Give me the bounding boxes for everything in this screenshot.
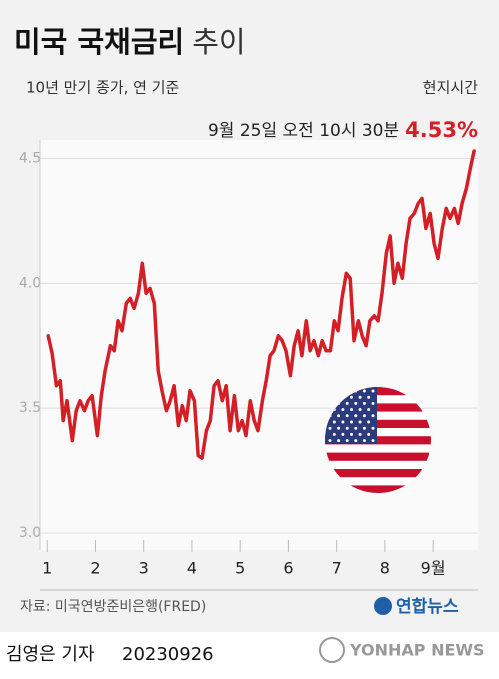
star <box>358 432 362 436</box>
x-tick-label: 2 <box>90 559 100 578</box>
plot: 3.0 3.5 4.0 4.5 1 2 3 4 5 6 7 8 9월 <box>19 140 478 578</box>
star <box>345 414 349 418</box>
footer-bg <box>0 632 499 679</box>
star <box>367 395 371 399</box>
star <box>367 408 371 412</box>
x-tick-label: 1 <box>42 559 52 578</box>
x-tick-label: 3 <box>139 559 149 578</box>
x-tick-label: 4 <box>187 559 197 578</box>
star <box>367 420 371 424</box>
star <box>362 389 366 393</box>
star <box>371 401 375 405</box>
star <box>362 439 366 443</box>
star <box>345 439 349 443</box>
y-tick-label: 3.0 <box>19 525 41 541</box>
y-tick-label: 3.5 <box>19 400 41 416</box>
annotation-text: 9월 25일 오전 10시 30분 <box>208 121 399 141</box>
star <box>358 408 362 412</box>
date: 20230926 <box>122 644 214 665</box>
star <box>332 432 336 436</box>
star <box>354 414 358 418</box>
star <box>345 426 349 430</box>
star <box>358 395 362 399</box>
reporter: 김영은 기자 <box>6 644 95 665</box>
star <box>362 414 366 418</box>
y-tick-label: 4.5 <box>19 150 41 166</box>
star <box>371 426 375 430</box>
x-tick-label: 7 <box>332 559 342 578</box>
star <box>350 432 353 436</box>
star <box>341 408 345 412</box>
title-suffix: 추이 <box>192 25 245 59</box>
star <box>350 395 353 399</box>
star <box>371 389 375 393</box>
star <box>350 408 353 412</box>
us-flag <box>325 387 431 493</box>
star <box>367 432 371 436</box>
star <box>354 439 358 443</box>
yield-line <box>46 149 476 460</box>
star <box>345 401 349 405</box>
star <box>371 414 375 418</box>
x-tick-label: 8 <box>380 559 390 578</box>
title-main: 미국 국채금리 <box>14 25 184 59</box>
star <box>354 401 358 405</box>
agency-icon <box>319 637 345 663</box>
star <box>358 420 362 424</box>
star <box>341 420 345 424</box>
star <box>362 426 366 430</box>
x-tick-label: 9월 <box>421 559 446 578</box>
y-tick-label: 4.0 <box>19 275 41 291</box>
star <box>337 439 341 443</box>
annotation: 9월 25일 오전 10시 30분 4.53% <box>208 118 478 142</box>
star <box>362 401 366 405</box>
subtitle: 10년 만기 종가, 연 기준 <box>26 79 180 97</box>
star <box>337 414 341 418</box>
source: 자료: 미국연방준비은행(FRED) <box>20 599 206 615</box>
time-note: 현지시간 <box>423 79 478 97</box>
star <box>328 439 332 443</box>
star <box>341 432 345 436</box>
logo-icon <box>374 597 392 615</box>
x-tick-label: 5 <box>235 559 245 578</box>
star <box>350 420 353 424</box>
star <box>332 420 336 424</box>
agency: YONHAP NEWS <box>349 641 485 660</box>
star <box>354 426 358 430</box>
star <box>371 439 375 443</box>
logo: 연합뉴스 <box>396 596 459 617</box>
x-tick-label: 6 <box>283 559 293 578</box>
chart-title: 미국 국채금리 추이 <box>14 25 246 59</box>
star <box>328 426 332 430</box>
plot-area <box>40 140 478 550</box>
annotation-label: 4.53% <box>405 118 478 142</box>
star <box>337 426 341 430</box>
